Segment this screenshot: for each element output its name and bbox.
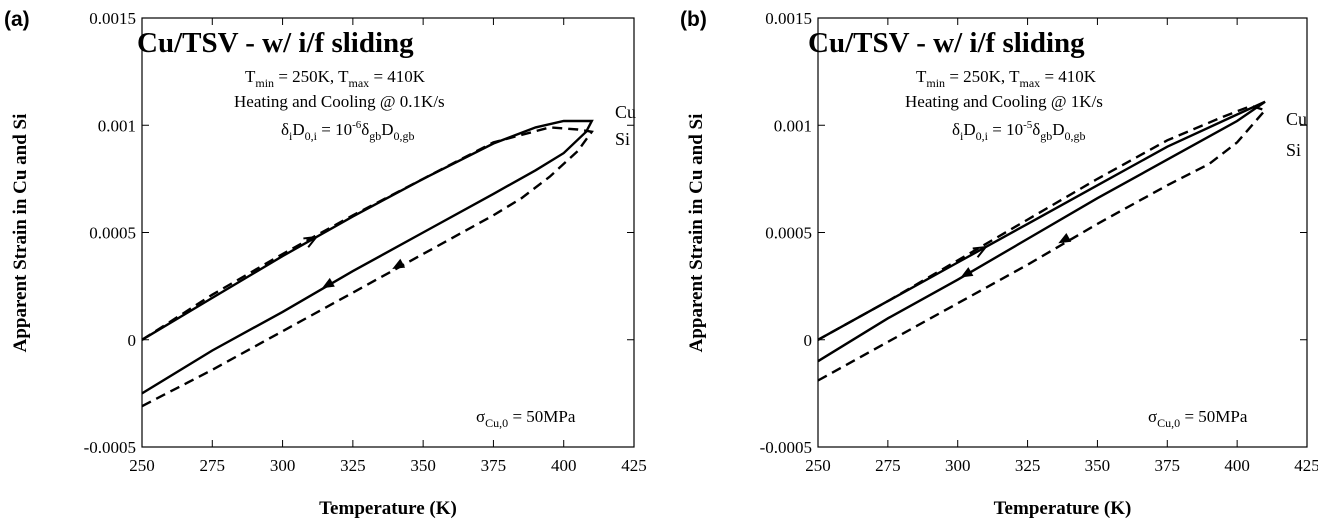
initial-stress-note: σCu,0 = 50MPa	[476, 407, 576, 430]
series-label-cu: Cu	[615, 102, 636, 122]
heating-arrow	[303, 235, 319, 248]
label-part: i	[960, 129, 964, 143]
label-part: = 250K,	[945, 67, 1009, 86]
label-part: = 410K	[369, 67, 426, 86]
label-part: δ	[952, 120, 960, 139]
temperature-range-note: Tmin = 250K, Tmax = 410K	[916, 67, 1097, 90]
label-part: gb	[369, 129, 381, 143]
y-axis-title: Apparent Strain in Cu and Si	[10, 114, 31, 353]
label-part: = 250K,	[274, 67, 338, 86]
y-tick-label: 0.0005	[765, 224, 812, 243]
label-part: D	[963, 120, 975, 139]
label-part: Cu,0	[485, 416, 508, 430]
x-tick-label: 300	[945, 456, 971, 475]
temperature-range-note: Tmin = 250K, Tmax = 410K	[245, 67, 426, 90]
label-part: T	[338, 67, 349, 86]
label-part: T	[245, 67, 256, 86]
x-tick-label: 375	[481, 456, 507, 475]
label-part: = 50MPa	[508, 407, 576, 426]
label-part: 0,gb	[394, 129, 415, 143]
series-cu-line	[817, 100, 1266, 363]
x-tick-label: 350	[410, 456, 436, 475]
x-tick-label: 425	[621, 456, 647, 475]
label-part: T	[1009, 67, 1020, 86]
series-label-si: Si	[1286, 140, 1301, 160]
series-label-cu: Cu	[1286, 109, 1307, 129]
label-part: = 10	[988, 120, 1023, 139]
label-part: δ	[1032, 120, 1040, 139]
cooling-arrow-si	[1058, 233, 1072, 244]
heating-rate-note: Heating and Cooling @ 1K/s	[905, 92, 1103, 111]
initial-stress-note: σCu,0 = 50MPa	[1148, 407, 1248, 430]
y-tick-label: 0.001	[774, 116, 812, 135]
label-part: σ	[476, 407, 485, 426]
y-tick-label: 0.0005	[89, 224, 136, 243]
y-tick-label: -0.0005	[760, 438, 812, 457]
label-part: 0,i	[976, 129, 989, 143]
x-tick-label: 250	[129, 456, 155, 475]
label-part: -6	[352, 119, 362, 131]
y-tick-label: 0	[128, 331, 137, 350]
label-part: Cu,0	[1157, 416, 1180, 430]
label-part: -5	[1023, 119, 1033, 131]
label-part: D	[292, 120, 304, 139]
x-tick-label: 375	[1155, 456, 1181, 475]
x-tick-label: 250	[805, 456, 831, 475]
y-tick-label: 0.0015	[765, 9, 812, 28]
label-part: max	[1020, 76, 1041, 90]
label-part: = 50MPa	[1180, 407, 1248, 426]
label-part: T	[916, 67, 927, 86]
label-part: gb	[1040, 129, 1052, 143]
series-cu-line	[141, 119, 594, 395]
chart-title: Cu/TSV - w/ i/f sliding	[137, 27, 414, 59]
label-part: min	[255, 76, 274, 90]
cooling-arrow-si	[392, 258, 406, 269]
panel-b: (b) 250 275 300 325 350 375 400 425 -0.0005 0 0.000…	[680, 8, 1318, 519]
x-axis-title: Temperature (K)	[994, 498, 1132, 519]
x-axis-title: Temperature (K)	[319, 498, 457, 519]
y-axis-title: Apparent Strain in Cu and Si	[686, 114, 707, 353]
y-tick-label: 0	[804, 331, 813, 350]
label-part: 0,i	[305, 129, 318, 143]
label-part: σ	[1148, 407, 1157, 426]
panel-label: (a)	[4, 8, 30, 31]
label-part: D	[1052, 120, 1064, 139]
panel-a: (a) 250 275 300 325 350 375 400 425 -0.0005 0 0.000…	[4, 8, 647, 519]
cooling-arrow-cu	[321, 277, 335, 289]
series-si-line	[817, 104, 1268, 382]
y-tick-label: 0.001	[98, 116, 136, 135]
y-tick-label: -0.0005	[84, 438, 136, 457]
x-tick-label: 400	[551, 456, 577, 475]
x-tick-label: 425	[1294, 456, 1318, 475]
x-tick-label: 325	[340, 456, 366, 475]
label-part: δ	[361, 120, 369, 139]
label-part: δ	[281, 120, 289, 139]
panel-label: (b)	[680, 8, 707, 31]
label-part: min	[926, 76, 945, 90]
series-label-si: Si	[615, 129, 630, 149]
x-tick-label: 350	[1085, 456, 1111, 475]
diffusivity-note: δiD0,i = 10-6δgbD0,gb	[281, 119, 415, 143]
x-tick-label: 325	[1015, 456, 1041, 475]
cooling-arrow-cu	[960, 267, 974, 278]
label-part: D	[381, 120, 393, 139]
label-part: = 410K	[1040, 67, 1097, 86]
x-tick-label: 300	[270, 456, 296, 475]
label-part: = 10	[317, 120, 352, 139]
x-tick-label: 275	[200, 456, 226, 475]
diffusivity-note: δiD0,i = 10-5δgbD0,gb	[952, 119, 1086, 143]
label-part: 0,gb	[1065, 129, 1086, 143]
series-si-line	[141, 126, 594, 408]
chart-title: Cu/TSV - w/ i/f sliding	[808, 27, 1085, 59]
heating-rate-note: Heating and Cooling @ 0.1K/s	[234, 92, 445, 111]
label-part: i	[289, 129, 293, 143]
label-part: max	[349, 76, 370, 90]
x-tick-label: 400	[1224, 456, 1250, 475]
y-tick-label: 0.0015	[89, 9, 136, 28]
heating-arrow	[972, 245, 988, 258]
x-tick-label: 275	[875, 456, 901, 475]
